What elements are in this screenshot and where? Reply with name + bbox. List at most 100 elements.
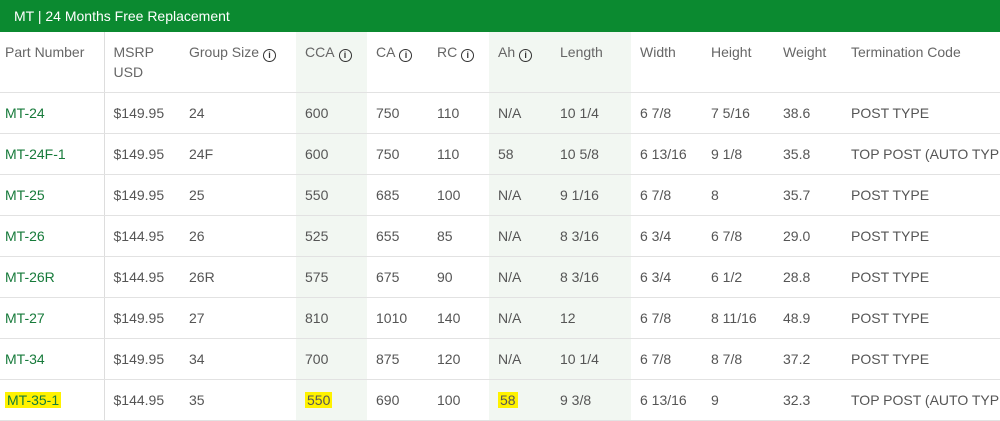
table-cell: 6 7/8 — [631, 338, 702, 380]
table-cell: $149.95 — [104, 174, 180, 216]
info-icon[interactable]: i — [263, 49, 277, 62]
column-header-text: CA — [376, 44, 396, 60]
table-cell: 600 — [296, 133, 367, 175]
table-cell: 120 — [428, 338, 489, 380]
table-cell: 8 — [702, 174, 774, 216]
cell-text: 6 7/8 — [640, 104, 672, 121]
table-cell: 700 — [296, 338, 367, 380]
part-number-link[interactable]: MT-25 — [5, 186, 45, 203]
info-icon[interactable]: i — [338, 49, 352, 62]
part-number-link[interactable]: MT-26 — [5, 227, 45, 244]
cell-text: 25 — [189, 186, 205, 203]
column-header: CA i — [367, 32, 428, 93]
table-cell: MT-35-1 — [0, 379, 105, 421]
table-cell: N/A — [489, 92, 551, 134]
cell-text: 875 — [376, 350, 400, 367]
cell-text: 26R — [189, 268, 215, 285]
column-header-text: MSRP USD — [113, 44, 154, 80]
cell-text: 6 1/2 — [711, 268, 743, 285]
cell-text: 28.8 — [783, 268, 811, 285]
column-header: Group Size i — [180, 32, 296, 93]
info-icon[interactable]: i — [519, 49, 533, 62]
cell-text: POST TYPE — [851, 350, 930, 367]
table-cell: 8 7/8 — [702, 338, 774, 380]
part-number-link[interactable]: MT-35-1 — [5, 391, 62, 408]
table-cell: 12 — [551, 297, 631, 339]
column-header-text: Termination Code — [851, 44, 961, 60]
cell-text: 110 — [437, 104, 460, 121]
cell-text: 38.6 — [783, 104, 811, 121]
table-cell: POST TYPE — [842, 338, 1000, 380]
table-cell: 35.7 — [774, 174, 842, 216]
cell-text: $149.95 — [113, 104, 165, 121]
column-header: Height — [702, 32, 774, 93]
table-cell: MT-26 — [0, 215, 105, 257]
table-cell: TOP POST (AUTO TYPE) — [842, 379, 1000, 421]
table-cell: N/A — [489, 338, 551, 380]
table-cell: POST TYPE — [842, 256, 1000, 298]
cell-text: 9 1/16 — [560, 186, 599, 203]
table-cell: 550 — [296, 379, 367, 421]
table-cell: 26R — [180, 256, 296, 298]
cell-text: POST TYPE — [851, 309, 930, 326]
column-header-text: Weight — [783, 44, 827, 60]
cell-text: $144.95 — [113, 391, 165, 408]
table-cell: 7 5/16 — [702, 92, 774, 134]
cell-text: 100 — [437, 391, 461, 408]
cell-text: 9 1/8 — [711, 145, 743, 162]
info-icon[interactable]: i — [461, 49, 475, 62]
cell-text: 8 7/8 — [711, 350, 743, 367]
info-icon[interactable]: i — [399, 49, 413, 62]
table-cell: 6 7/8 — [631, 174, 702, 216]
table-cell: 1010 — [367, 297, 428, 339]
table-cell: MT-26R — [0, 256, 105, 298]
cell-text: 525 — [305, 227, 329, 244]
column-header: Ah i — [489, 32, 551, 93]
column-header: CCA i — [296, 32, 367, 93]
table-cell: $144.95 — [104, 379, 180, 421]
column-header: Length — [551, 32, 631, 93]
table-cell: 9 1/8 — [702, 133, 774, 175]
table-row: MT-24 $149.95 24 600 750 110 N/A 10 1/4 6 7/8 7 5… — [0, 92, 1000, 134]
cell-text: 6 7/8 — [711, 227, 743, 244]
table-cell: 525 — [296, 215, 367, 257]
column-header-text: Height — [711, 44, 752, 60]
table-cell: N/A — [489, 215, 551, 257]
part-number-link[interactable]: MT-34 — [5, 350, 45, 367]
table-cell: 34 — [180, 338, 296, 380]
table-cell: 24 — [180, 92, 296, 134]
table-cell: 24F — [180, 133, 296, 175]
column-header-text: Group Size — [189, 44, 260, 60]
part-number-link[interactable]: MT-24 — [5, 104, 45, 121]
column-header-text: Ah — [498, 44, 516, 60]
table-cell: 9 — [702, 379, 774, 421]
table-cell: 90 — [428, 256, 489, 298]
cell-text: POST TYPE — [851, 104, 930, 121]
cell-text: $144.95 — [113, 268, 165, 285]
part-number-link[interactable]: MT-26R — [5, 268, 55, 285]
column-header: Width — [631, 32, 702, 93]
cell-text: 12 — [560, 309, 576, 326]
cell-text: 10 1/4 — [560, 104, 599, 121]
table-cell: 110 — [428, 92, 489, 134]
part-number-link[interactable]: MT-27 — [5, 309, 45, 326]
table-cell: 750 — [367, 92, 428, 134]
part-number-link[interactable]: MT-24F-1 — [5, 145, 66, 162]
cell-text: 8 3/16 — [560, 227, 599, 244]
cell-text: 90 — [437, 268, 453, 285]
table-cell: 100 — [428, 379, 489, 421]
cell-text: 6 3/4 — [640, 227, 672, 244]
cell-text: 750 — [376, 145, 400, 162]
cell-text: 6 7/8 — [640, 309, 672, 326]
cell-text: 100 — [437, 186, 461, 203]
table-cell: $144.95 — [104, 256, 180, 298]
table-cell: TOP POST (AUTO TYPE) — [842, 133, 1000, 175]
table-cell: 750 — [367, 133, 428, 175]
column-header-text: RC — [437, 44, 458, 60]
table-cell: 875 — [367, 338, 428, 380]
table-cell: 6 7/8 — [631, 92, 702, 134]
cell-text: 140 — [437, 309, 461, 326]
table-cell: MT-27 — [0, 297, 105, 339]
table-cell: 6 3/4 — [631, 256, 702, 298]
table-cell: 38.6 — [774, 92, 842, 134]
